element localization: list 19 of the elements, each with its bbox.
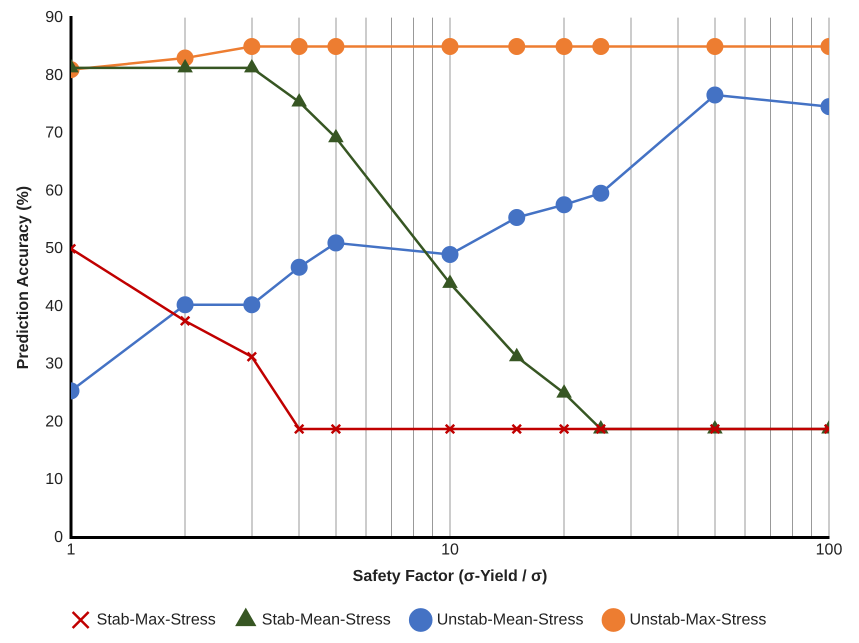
legend-label: Stab-Max-Stress xyxy=(96,611,216,628)
y-tick-label: 50 xyxy=(45,240,64,258)
y-tick-label: 20 xyxy=(45,413,64,430)
x-axis-title: Safety Factor (σ-Yield / σ) xyxy=(352,568,548,585)
y-tick-label: 40 xyxy=(45,298,64,315)
x-tick-label: 10 xyxy=(441,542,459,559)
legend-label: Stab-Mean-Stress xyxy=(262,611,391,628)
y-tick-label: 90 xyxy=(45,9,64,26)
y-tick-label: 80 xyxy=(45,66,64,84)
y-tick-label: 30 xyxy=(45,356,64,373)
y-axis-title: Prediction Accuracy (%) xyxy=(15,186,32,370)
legend-label: Unstab-Max-Stress xyxy=(629,611,766,628)
y-tick-label: 70 xyxy=(45,124,64,142)
y-tick-label: 60 xyxy=(45,182,64,200)
x-tick-label: 1 xyxy=(66,542,76,559)
y-tick-label: 0 xyxy=(54,529,64,546)
y-tick-label: 10 xyxy=(45,471,64,488)
legend-label: Unstab-Mean-Stress xyxy=(436,611,584,628)
x-tick-label: 100 xyxy=(816,542,842,559)
